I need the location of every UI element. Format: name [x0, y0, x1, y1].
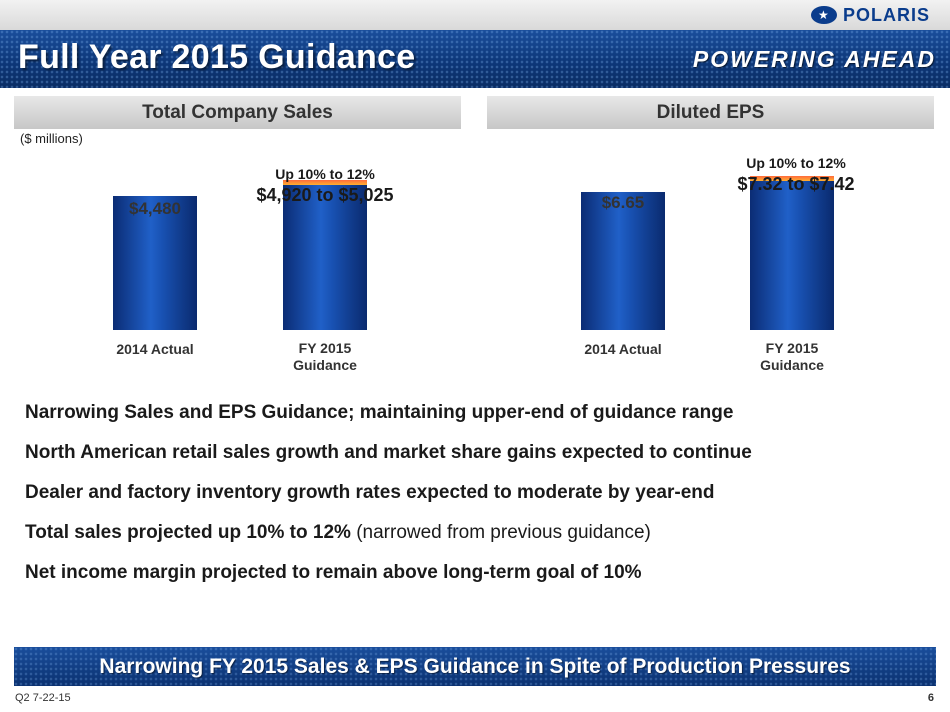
sales-category-guidance-line2: Guidance: [293, 357, 357, 373]
sales-category-guidance-line1: FY 2015: [298, 340, 352, 356]
eps-category-guidance: FY 2015 Guidance: [732, 340, 852, 374]
sales-range-label: $4,920 to $5,025: [256, 185, 394, 205]
summary-banner: Narrowing FY 2015 Sales & EPS Guidance i…: [14, 647, 936, 686]
eps-bar-2014-actual: [581, 191, 665, 330]
sales-up-label: Up 10% to 12%: [275, 166, 375, 182]
brand-name: POLARIS: [842, 4, 930, 25]
sales-category-guidance: FY 2015 Guidance: [265, 340, 385, 374]
units-label: ($ millions): [20, 131, 83, 146]
slide-title: Full Year 2015 Guidance: [18, 38, 416, 76]
key-point: Total sales projected up 10% to 12% (nar…: [25, 520, 752, 560]
footer-date: Q2 7-22-15: [15, 692, 71, 704]
sales-bar-2014-actual: [113, 196, 197, 330]
polaris-logo: POLARIS: [810, 4, 930, 26]
sales-actual-value-label: $4,480: [129, 199, 181, 218]
key-point-text: Net income margin projected to remain ab…: [25, 562, 642, 583]
eps-guidance-range-cap: [750, 176, 834, 181]
eps-up-label: Up 10% to 12%: [746, 155, 846, 171]
sales-guidance-range-cap: [283, 180, 367, 185]
key-point: Narrowing Sales and EPS Guidance; mainta…: [25, 400, 752, 440]
eps-panel-heading: Diluted EPS: [487, 96, 934, 129]
key-point: Net income margin projected to remain ab…: [25, 560, 752, 600]
eps-category-guidance-line2: Guidance: [760, 357, 824, 373]
polaris-star-icon: [810, 6, 837, 24]
key-point-note: (narrowed from previous guidance): [356, 522, 651, 543]
eps-bar-fy2015-guidance: [750, 176, 834, 330]
key-point: Dealer and factory inventory growth rate…: [25, 480, 752, 520]
top-strip: POLARIS: [0, 0, 950, 30]
key-points-list: Narrowing Sales and EPS Guidance; mainta…: [25, 400, 752, 600]
key-point-text: Narrowing Sales and EPS Guidance; mainta…: [25, 402, 734, 423]
key-point-text: Dealer and factory inventory growth rate…: [25, 482, 715, 503]
sales-category-actual: 2014 Actual: [116, 341, 194, 357]
sales-panel-heading: Total Company Sales: [14, 96, 461, 129]
sales-bar-fy2015-guidance: [283, 180, 367, 330]
key-point-text: Total sales projected up 10% to 12%: [25, 522, 351, 543]
key-point: North American retail sales growth and m…: [25, 440, 752, 480]
eps-category-actual: 2014 Actual: [584, 341, 662, 357]
page-number: 6: [927, 692, 934, 704]
eps-actual-value-label: $6.65: [601, 193, 645, 212]
tagline: POWERING AHEAD: [692, 46, 936, 72]
key-point-text: North American retail sales growth and m…: [25, 442, 752, 463]
eps-range-label: $7.32 to $7.42: [737, 174, 855, 194]
title-bar: [0, 30, 950, 88]
eps-category-guidance-line1: FY 2015: [765, 340, 819, 356]
